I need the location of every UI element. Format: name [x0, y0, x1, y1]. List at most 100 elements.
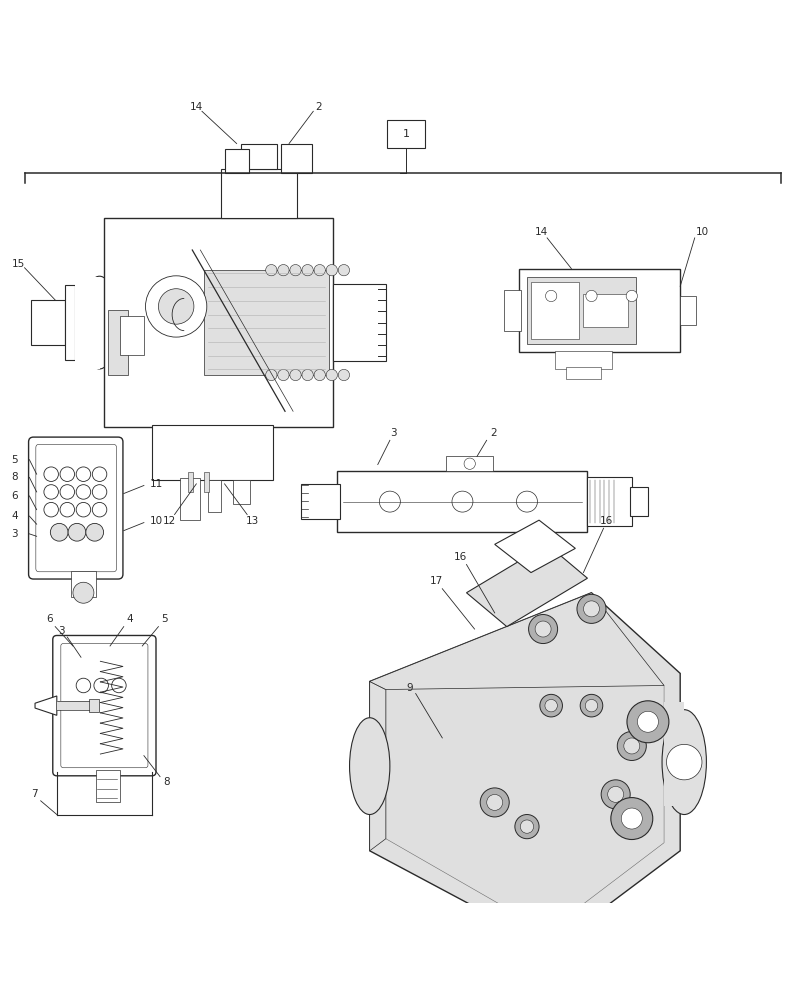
Circle shape: [625, 290, 637, 302]
Circle shape: [302, 265, 313, 276]
Bar: [333, 284, 385, 361]
Text: 13: 13: [245, 516, 258, 526]
Text: 9: 9: [406, 683, 413, 693]
Bar: [75, 277, 100, 369]
Bar: [504, 290, 520, 331]
Circle shape: [534, 621, 551, 637]
Circle shape: [486, 794, 502, 810]
Text: 16: 16: [599, 516, 611, 526]
Circle shape: [539, 694, 562, 717]
Circle shape: [585, 699, 597, 712]
Circle shape: [92, 485, 107, 499]
Text: 4: 4: [11, 511, 18, 521]
Circle shape: [326, 369, 337, 381]
Circle shape: [626, 701, 668, 743]
Text: 8: 8: [163, 777, 169, 787]
Bar: [582, 294, 627, 327]
Circle shape: [514, 815, 539, 839]
Bar: [65, 285, 75, 360]
Bar: [31, 300, 65, 345]
Circle shape: [277, 369, 289, 381]
Ellipse shape: [482, 937, 539, 958]
Circle shape: [92, 467, 107, 481]
Bar: [663, 702, 684, 806]
Circle shape: [338, 369, 349, 381]
Text: 4: 4: [126, 614, 132, 624]
Bar: [446, 456, 492, 471]
Bar: [152, 425, 272, 480]
Bar: [204, 472, 209, 492]
Text: 3: 3: [58, 626, 65, 636]
Circle shape: [302, 369, 313, 381]
Ellipse shape: [81, 276, 118, 369]
Circle shape: [44, 485, 58, 499]
Bar: [555, 351, 611, 369]
Text: 15: 15: [12, 259, 25, 269]
Polygon shape: [369, 681, 385, 851]
Circle shape: [479, 788, 508, 817]
Bar: [89, 699, 99, 712]
Text: 6: 6: [11, 491, 18, 501]
Circle shape: [86, 523, 104, 541]
Circle shape: [623, 738, 639, 754]
FancyBboxPatch shape: [36, 444, 116, 572]
Circle shape: [111, 678, 126, 693]
Circle shape: [50, 523, 68, 541]
Circle shape: [379, 491, 400, 512]
Bar: [526, 277, 635, 344]
Text: 2: 2: [489, 428, 496, 438]
Circle shape: [577, 594, 605, 623]
Bar: [96, 770, 119, 802]
Polygon shape: [466, 544, 586, 627]
Circle shape: [544, 699, 556, 712]
Ellipse shape: [349, 718, 389, 815]
Circle shape: [76, 678, 91, 693]
Circle shape: [637, 711, 658, 732]
Circle shape: [520, 820, 533, 833]
Bar: [204, 270, 329, 375]
Circle shape: [464, 458, 474, 469]
Text: 5: 5: [161, 614, 168, 624]
Bar: [337, 471, 586, 532]
Bar: [71, 571, 96, 597]
Circle shape: [60, 467, 75, 481]
Bar: [225, 149, 248, 173]
Circle shape: [616, 731, 646, 760]
Bar: [680, 296, 696, 325]
Bar: [57, 701, 89, 710]
Polygon shape: [385, 609, 663, 931]
Circle shape: [265, 265, 277, 276]
Circle shape: [60, 502, 75, 517]
Bar: [104, 218, 333, 427]
Circle shape: [326, 265, 337, 276]
Circle shape: [528, 615, 557, 644]
Circle shape: [338, 265, 349, 276]
Circle shape: [314, 265, 325, 276]
Bar: [386, 120, 425, 148]
Bar: [208, 480, 221, 512]
Circle shape: [314, 369, 325, 381]
Bar: [221, 169, 297, 218]
Circle shape: [290, 369, 301, 381]
Circle shape: [68, 523, 86, 541]
FancyBboxPatch shape: [53, 635, 156, 776]
Text: 3: 3: [389, 428, 396, 438]
Polygon shape: [35, 696, 57, 715]
Text: 11: 11: [149, 479, 162, 489]
Circle shape: [60, 485, 75, 499]
Text: 7: 7: [31, 789, 37, 799]
Ellipse shape: [661, 710, 706, 815]
Circle shape: [545, 290, 556, 302]
Bar: [108, 310, 127, 375]
Text: 17: 17: [430, 576, 443, 586]
Text: 6: 6: [46, 614, 53, 624]
Text: 14: 14: [190, 102, 203, 112]
Text: 16: 16: [453, 552, 467, 562]
Circle shape: [265, 369, 277, 381]
Circle shape: [666, 744, 701, 780]
Circle shape: [76, 485, 91, 499]
Circle shape: [92, 502, 107, 517]
Text: 14: 14: [534, 227, 547, 237]
Bar: [240, 144, 277, 169]
Circle shape: [583, 601, 599, 617]
